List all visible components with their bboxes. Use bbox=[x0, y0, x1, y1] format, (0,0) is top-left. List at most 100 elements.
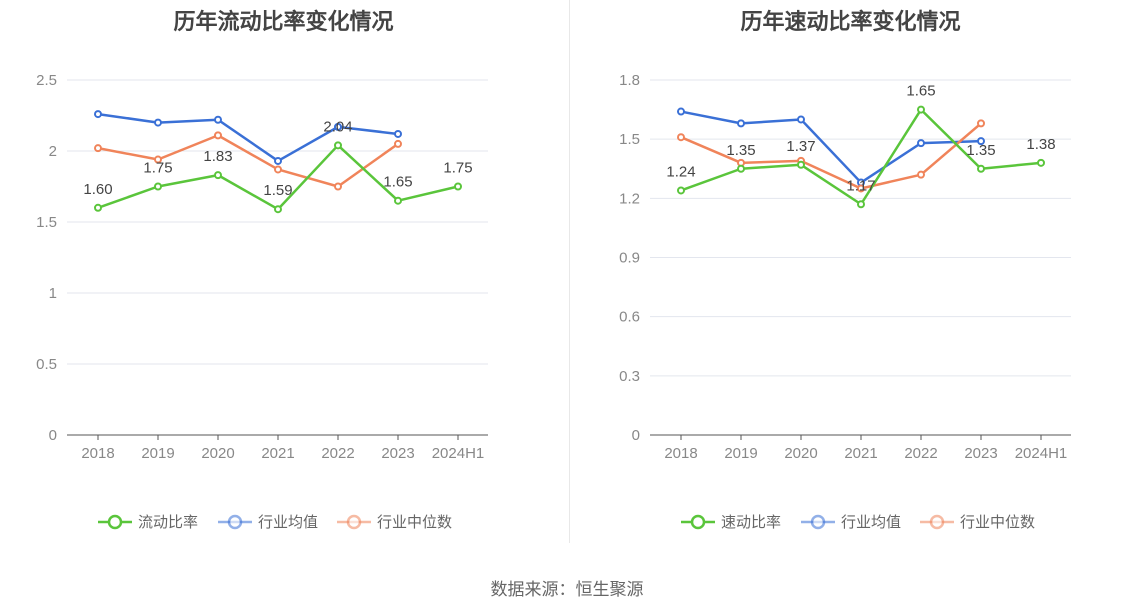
legend-swatch-marker bbox=[346, 514, 362, 530]
source-note: 数据来源：恒生聚源 bbox=[490, 580, 644, 599]
legend-item: 行业中位数 bbox=[920, 514, 1035, 531]
line-chart-current-ratio: 0 0.5 1 1.5 2 2.5 2018 2019 2020 2021 2022 2023 2024… bbox=[36, 72, 488, 531]
data-point bbox=[274, 156, 282, 165]
data-point bbox=[977, 164, 985, 173]
data-label: 1.65 bbox=[906, 83, 935, 100]
legend-label: 流动比率 bbox=[138, 514, 198, 531]
data-point bbox=[1037, 158, 1045, 167]
x-tick-label: 2022 bbox=[904, 445, 937, 462]
data-point bbox=[454, 182, 462, 191]
data-label: 1.75 bbox=[143, 160, 172, 177]
chart-panel-current-ratio: 历年流动比率变化情况 0 0.5 1 1.5 2 2.5 2018 2019 2020 2021 2… bbox=[0, 0, 567, 560]
data-point bbox=[214, 171, 222, 180]
data-point bbox=[154, 182, 162, 191]
data-point bbox=[737, 164, 745, 173]
legend-swatch-marker bbox=[929, 514, 945, 530]
data-label: 1.17 bbox=[846, 177, 875, 194]
x-tick-label: 2019 bbox=[724, 445, 757, 462]
series-line bbox=[97, 112, 399, 163]
x-tick-label: 2020 bbox=[201, 445, 234, 462]
legend-item: 行业均值 bbox=[801, 514, 901, 531]
data-label: 1.75 bbox=[443, 160, 472, 177]
y-tick-label: 1.2 bbox=[619, 190, 640, 207]
data-point bbox=[394, 139, 402, 148]
data-point bbox=[797, 160, 805, 169]
data-point bbox=[394, 196, 402, 205]
chart-title: 历年速动比率变化情况 bbox=[740, 9, 961, 34]
data-point bbox=[334, 182, 342, 191]
data-point bbox=[857, 184, 865, 193]
data-point bbox=[334, 122, 342, 131]
data-point bbox=[857, 200, 865, 209]
y-tick-label: 0.9 bbox=[619, 250, 640, 267]
data-label: 1.60 bbox=[83, 181, 112, 198]
data-label: 1.83 bbox=[203, 148, 232, 165]
data-label: 1.35 bbox=[966, 142, 995, 159]
legend-label: 行业中位数 bbox=[960, 514, 1035, 531]
data-label: 1.65 bbox=[383, 174, 412, 191]
y-tick-label: 2 bbox=[49, 143, 57, 160]
data-point bbox=[917, 105, 925, 114]
legend-label: 行业中位数 bbox=[377, 514, 452, 531]
y-tick-label: 1.8 bbox=[619, 72, 640, 89]
x-tick-label: 2020 bbox=[784, 445, 817, 462]
line-chart-quick-ratio: 0 0.3 0.6 0.9 1.2 1.5 1.8 2018 2019 2020 2021 2022 2… bbox=[619, 72, 1071, 531]
y-tick-label: 0.5 bbox=[36, 356, 57, 373]
legend-item: 速动比率 bbox=[681, 514, 781, 531]
panel-divider bbox=[569, 0, 570, 543]
data-point bbox=[917, 139, 925, 148]
data-point bbox=[334, 141, 342, 150]
series-line bbox=[97, 134, 399, 188]
legend-label: 速动比率 bbox=[721, 514, 781, 531]
y-tick-label: 2.5 bbox=[36, 72, 57, 89]
x-tick-label: 2019 bbox=[141, 445, 174, 462]
x-tick-label: 2018 bbox=[81, 445, 114, 462]
data-point bbox=[677, 107, 685, 116]
data-label: 1.38 bbox=[1026, 136, 1055, 153]
legend-swatch-marker bbox=[227, 514, 243, 530]
data-point bbox=[797, 115, 805, 124]
chart-title: 历年流动比率变化情况 bbox=[173, 9, 394, 34]
legend-item: 流动比率 bbox=[98, 514, 198, 531]
data-point bbox=[677, 133, 685, 142]
legend-item: 行业中位数 bbox=[337, 514, 452, 531]
data-point bbox=[737, 119, 745, 128]
x-tick-label: 2021 bbox=[261, 445, 294, 462]
chart-panel-quick-ratio: 历年速动比率变化情况 0 0.3 0.6 0.9 1.2 1.5 1.8 2018 2019 20… bbox=[567, 0, 1134, 560]
legend-label: 行业均值 bbox=[841, 514, 901, 531]
data-point bbox=[154, 155, 162, 164]
data-point bbox=[214, 115, 222, 124]
legend-swatch-marker bbox=[690, 514, 706, 530]
series-line bbox=[680, 110, 982, 184]
data-point bbox=[394, 129, 402, 138]
x-tick-label: 2024H1 bbox=[432, 445, 485, 462]
data-point bbox=[214, 131, 222, 140]
data-point bbox=[94, 110, 102, 119]
series-line bbox=[680, 122, 982, 190]
x-tick-label: 2023 bbox=[381, 445, 414, 462]
y-tick-label: 0.3 bbox=[619, 368, 640, 385]
data-label: 1.59 bbox=[263, 182, 292, 199]
y-tick-label: 1 bbox=[49, 285, 57, 302]
x-tick-label: 2024H1 bbox=[1015, 445, 1068, 462]
data-point bbox=[94, 144, 102, 153]
data-point bbox=[94, 203, 102, 212]
x-tick-label: 2018 bbox=[664, 445, 697, 462]
legend-item: 行业均值 bbox=[218, 514, 318, 531]
legend-swatch-marker bbox=[810, 514, 826, 530]
y-tick-label: 0.6 bbox=[619, 309, 640, 326]
legend-swatch-marker bbox=[107, 514, 123, 530]
data-label: 1.37 bbox=[786, 138, 815, 155]
data-point bbox=[154, 118, 162, 127]
legend-label: 行业均值 bbox=[258, 514, 318, 531]
x-tick-label: 2022 bbox=[321, 445, 354, 462]
data-point bbox=[274, 165, 282, 174]
y-tick-label: 1.5 bbox=[36, 214, 57, 231]
y-tick-label: 0 bbox=[49, 427, 57, 444]
data-point bbox=[917, 170, 925, 179]
data-label: 2.04 bbox=[323, 118, 352, 135]
data-label: 1.35 bbox=[726, 142, 755, 159]
y-tick-label: 0 bbox=[632, 427, 640, 444]
x-tick-label: 2023 bbox=[964, 445, 997, 462]
data-point bbox=[677, 186, 685, 195]
